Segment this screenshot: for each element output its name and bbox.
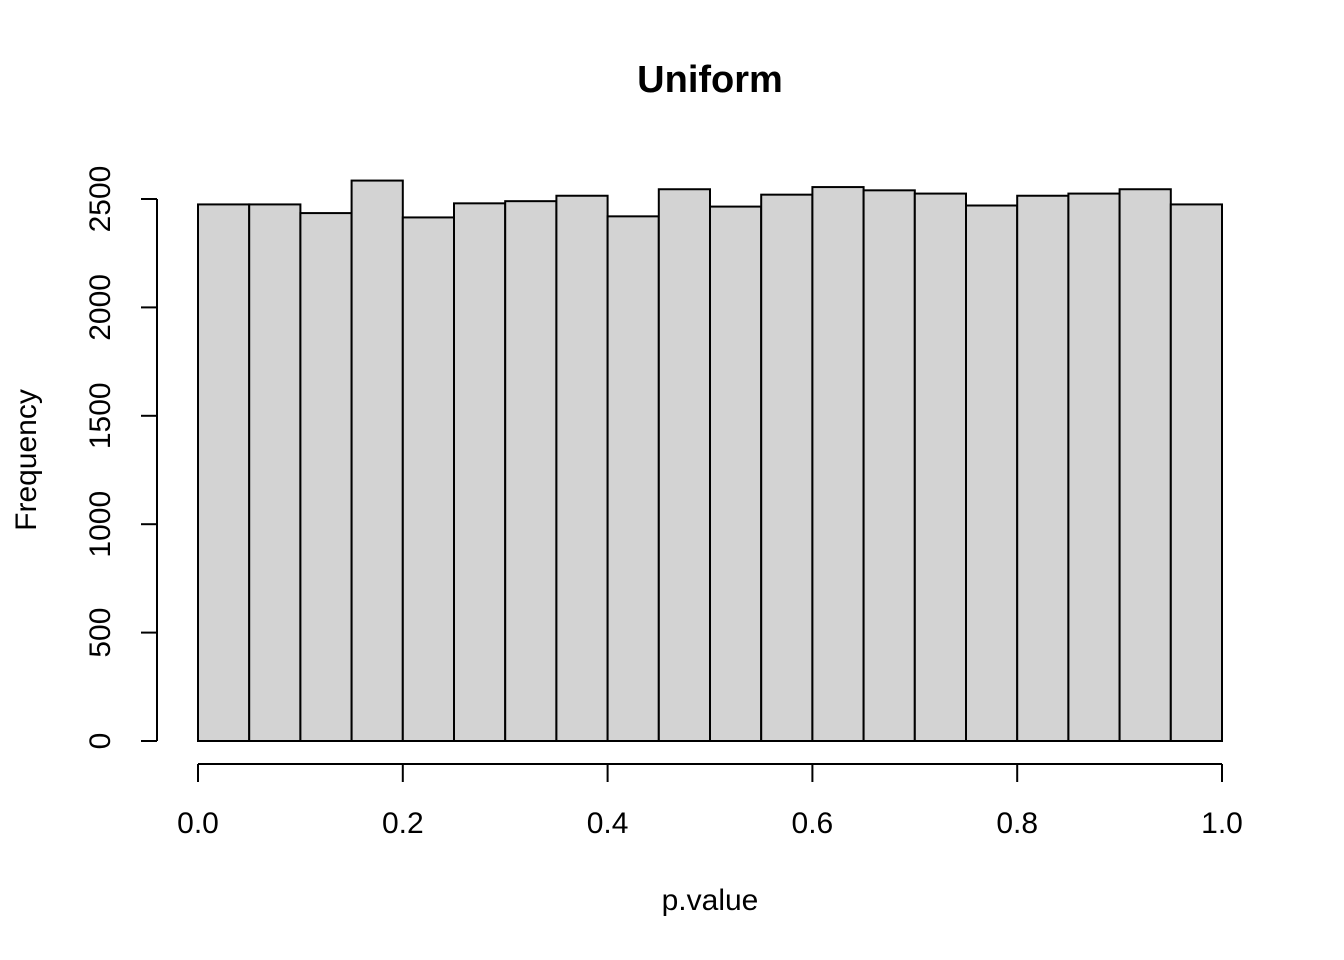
y-tick-label: 2000 [84,274,117,341]
x-tick-label: 0.0 [177,807,219,840]
histogram-bar [1118,188,1172,742]
x-axis-label: p.value [662,884,759,917]
histogram-bar [965,204,1019,742]
y-tick-label: 1500 [84,382,117,449]
histogram-bar [606,215,660,742]
histogram-bar [811,186,865,743]
histogram-bar [1067,192,1121,742]
histogram-bar [1169,203,1224,743]
y-tick-label: 0 [84,733,117,750]
bars-group [197,179,1224,743]
y-axis: 0 500 1000 1500 2000 2500 [84,166,158,750]
y-tick-label: 2500 [84,166,117,233]
histogram-bar [504,200,558,742]
chart-title: Uniform [637,59,783,101]
histogram-bar [709,205,763,742]
histogram-bar [913,192,967,742]
x-tick-label: 0.8 [996,807,1038,840]
histogram-bar [657,188,711,742]
x-axis: 0.0 0.2 0.4 0.6 0.8 1.0 [177,763,1243,840]
y-axis-label: Frequency [10,389,43,531]
x-tick-label: 0.4 [587,807,629,840]
y-tick-label: 1000 [84,491,117,558]
histogram-bar [197,203,251,743]
histogram-bar [453,202,507,742]
x-tick-label: 0.2 [382,807,424,840]
histogram-bar [555,194,609,743]
histogram-bar [350,179,404,742]
histogram-bar [862,189,916,742]
y-tick-label: 500 [84,608,117,658]
histogram-bar [248,203,302,743]
x-tick-label: 0.6 [792,807,834,840]
histogram-bar [1016,194,1070,743]
histogram-bar [760,193,814,742]
histogram-bar [401,216,455,743]
histogram-bar [299,212,353,743]
x-tick-label: 1.0 [1201,807,1243,840]
